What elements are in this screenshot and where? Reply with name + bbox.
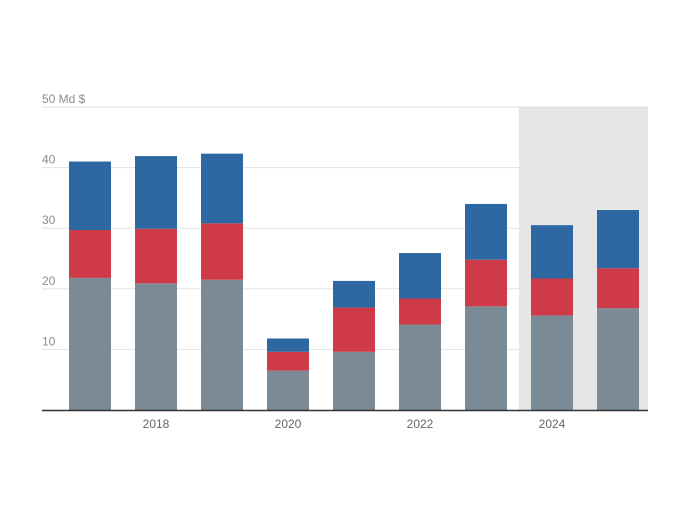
bar-segment-2020-s1 — [267, 370, 309, 410]
bar-segment-2020-s2 — [267, 351, 309, 371]
bar-segment-2019-s2 — [201, 223, 243, 280]
y-tick-label: 10 — [42, 334, 56, 348]
bar-segment-2023-s1 — [465, 306, 507, 410]
bar-segment-2023-s3 — [465, 203, 507, 260]
y-axis-labels: 50 Md $ 40 30 20 10 — [42, 92, 86, 348]
bar-segment-2024-s3 — [531, 225, 573, 279]
bar-segment-2022-s3 — [399, 253, 441, 299]
bar-segment-2018-s1 — [135, 283, 177, 410]
y-tick-label: 20 — [42, 274, 56, 288]
y-tick-label: 40 — [42, 153, 56, 167]
bar-segment-2024-s1 — [531, 315, 573, 410]
bar-segment-2017-s3 — [69, 161, 111, 231]
bar-segment-2019-s1 — [201, 279, 243, 410]
bar-segment-2024-s2 — [531, 278, 573, 316]
bar-segment-2018-s2 — [135, 228, 177, 284]
bar-segment-2017-s1 — [69, 277, 111, 410]
y-tick-label: 50 Md $ — [42, 92, 86, 106]
bar-segment-2021-s3 — [333, 280, 375, 308]
bar-segment-2022-s2 — [399, 298, 441, 325]
x-tick-label: 2020 — [275, 417, 302, 431]
x-tick-label: 2024 — [539, 417, 566, 431]
bar-segment-2025-s2 — [597, 268, 639, 309]
bar-segment-2020-s3 — [267, 338, 309, 352]
bar-segment-2022-s1 — [399, 324, 441, 410]
x-tick-label: 2018 — [143, 417, 170, 431]
bar-segment-2018-s3 — [135, 156, 177, 229]
y-tick-label: 30 — [42, 213, 56, 227]
bar-segment-2023-s2 — [465, 259, 507, 307]
bar-segment-2017-s2 — [69, 230, 111, 278]
x-tick-label: 2022 — [407, 417, 434, 431]
bars — [69, 153, 639, 410]
bar-segment-2025-s3 — [597, 210, 639, 269]
x-axis-labels: 2018 2020 2022 2024 — [143, 417, 566, 431]
bar-segment-2021-s2 — [333, 307, 375, 352]
bar-segment-2025-s1 — [597, 308, 639, 410]
bar-segment-2019-s3 — [201, 153, 243, 224]
bar-segment-2021-s1 — [333, 351, 375, 410]
